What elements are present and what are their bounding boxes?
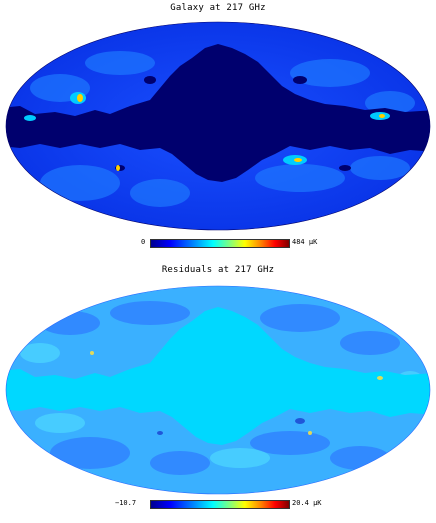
bottom-map-title: Residuals at 217 GHz [161,265,275,275]
residuals-colorbar [150,500,290,509]
residuals-colorbar-min-label: −10.7 [115,499,137,507]
top-map-title: Galaxy at 217 GHz [170,3,266,13]
residuals-map [5,285,431,495]
galaxy-colorbar-max-label: 484 µK [292,238,318,246]
galaxy-map [5,21,431,231]
galaxy-colorbar [150,239,290,248]
galaxy-colorbar-min-label: 0 [141,238,146,246]
galactic-plane-mask [6,44,430,182]
residuals-colorbar-max-label: 20.4 µK [292,499,322,507]
residual-plane-mask [6,307,430,445]
